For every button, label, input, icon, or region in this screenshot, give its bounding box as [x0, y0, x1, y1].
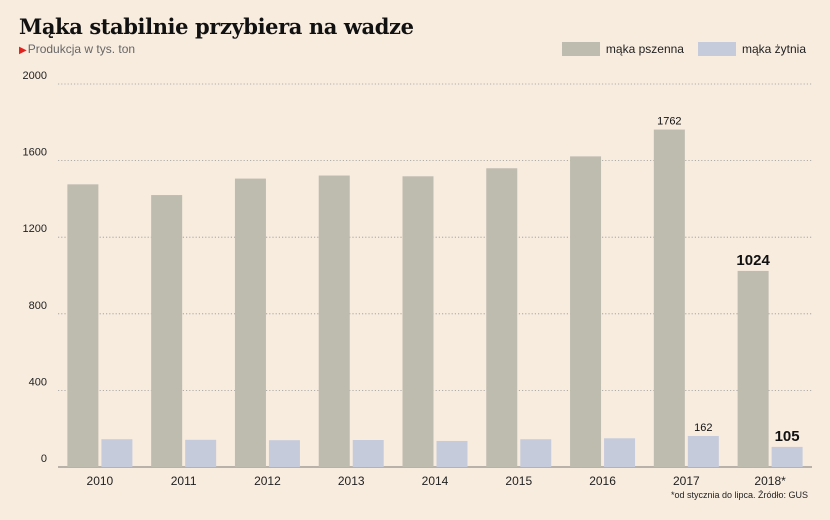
bar-pszenna: [570, 156, 602, 467]
x-tick-label: 2014: [422, 474, 449, 488]
y-tick-label: 400: [29, 376, 47, 388]
chart-title: Mąka stabilnie przybiera na wadze: [19, 14, 414, 39]
x-tick-label: 2012: [254, 474, 281, 488]
bar-zytnia: [520, 439, 552, 467]
legend-item-pszenna: mąka pszenna: [561, 42, 684, 56]
y-tick-label: 2000: [23, 70, 47, 82]
x-tick-label: 2011: [171, 474, 197, 488]
data-label: 1024: [736, 252, 770, 269]
footnote: *od stycznia do lipca. Źródło: GUS: [670, 490, 808, 500]
x-tick-label: 2010: [87, 474, 114, 488]
bar-zytnia: [436, 440, 468, 467]
bar-zytnia: [101, 439, 133, 467]
bar-zytnia: [185, 439, 217, 467]
x-tick-label: 2015: [505, 474, 532, 488]
legend-label-zytnia: mąka żytnia: [741, 42, 806, 56]
legend-swatch-zytnia: [697, 42, 736, 56]
bar-zytnia: [771, 446, 803, 467]
data-label: 105: [775, 428, 800, 445]
data-label: 162: [694, 422, 712, 434]
bar-pszenna: [318, 175, 350, 468]
y-tick-label: 1200: [23, 223, 47, 235]
x-tick-label: 2017: [673, 474, 700, 488]
bar-zytnia: [352, 439, 384, 467]
y-tick-label: 1600: [23, 147, 47, 159]
x-tick-label: 2018*: [754, 474, 786, 488]
x-tick-label: 2016: [589, 474, 616, 488]
legend-swatch-pszenna: [561, 42, 600, 56]
bar-pszenna: [234, 178, 266, 467]
bar-pszenna: [402, 176, 434, 468]
bar-zytnia: [268, 440, 300, 467]
bar-pszenna: [67, 184, 99, 467]
data-label: 1762: [657, 116, 681, 128]
x-tick-label: 2013: [338, 474, 365, 488]
legend: mąka pszenna mąka żytnia: [548, 42, 806, 56]
y-tick-label: 0: [41, 453, 47, 465]
legend-item-zytnia: mąka żytnia: [697, 42, 806, 56]
subtitle-text: Produkcja w tys. ton: [27, 42, 136, 56]
bar-pszenna: [486, 168, 518, 467]
bar-zytnia: [604, 438, 636, 467]
legend-label-pszenna: mąka pszenna: [605, 42, 684, 56]
chart-subtitle: ▶Produkcja w tys. ton: [19, 42, 135, 56]
y-tick-label: 800: [29, 300, 47, 312]
red-triangle-icon: ▶: [19, 45, 27, 56]
bar-zytnia: [687, 435, 719, 467]
bar-pszenna: [737, 270, 769, 467]
bar-pszenna: [151, 195, 183, 467]
bar-pszenna: [653, 129, 685, 467]
